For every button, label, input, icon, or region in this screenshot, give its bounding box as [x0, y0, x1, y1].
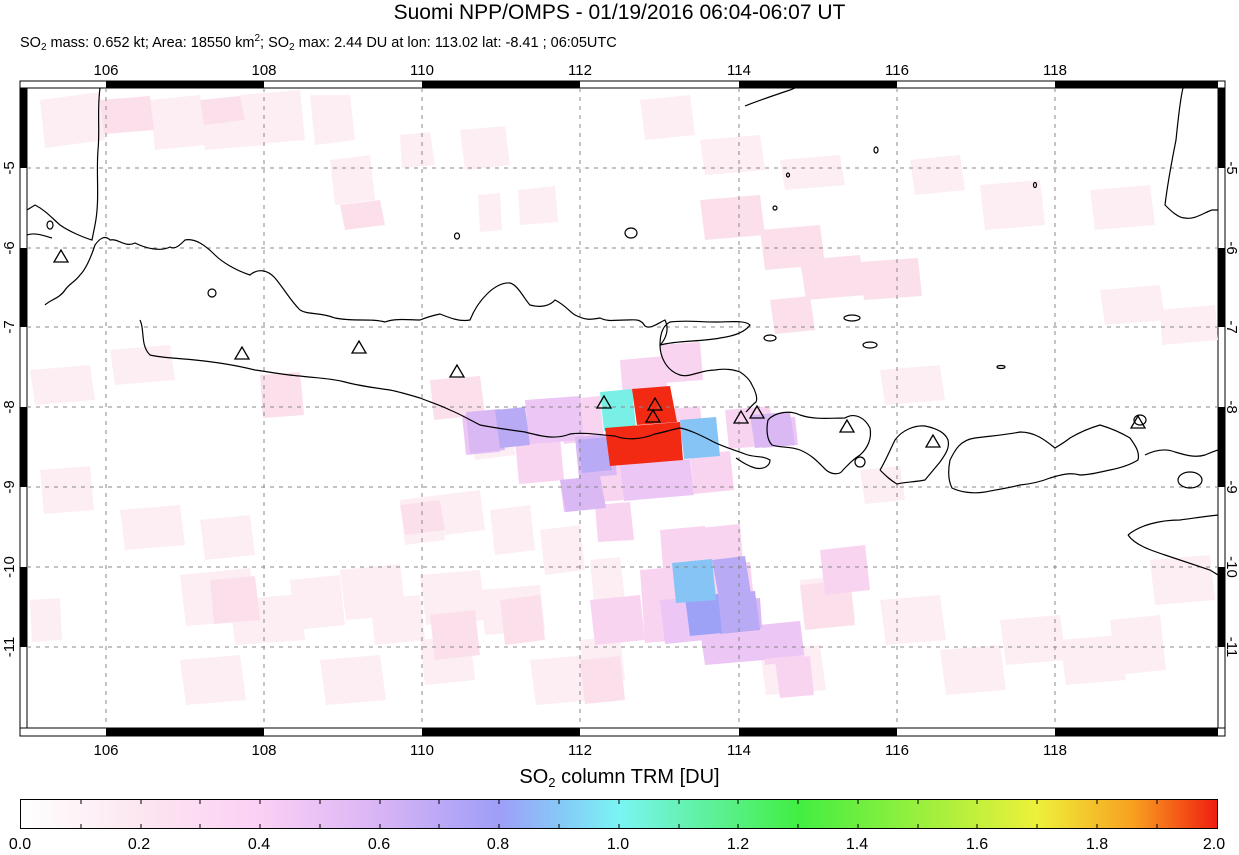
colorbar-tick-label: 0.4 [247, 836, 271, 853]
volcano-icon [350, 339, 368, 354]
volcano-icon [233, 345, 251, 360]
coastlines [27, 88, 1218, 576]
lon-label-bottom: 108 [251, 742, 277, 759]
volcano-icon [646, 396, 664, 411]
colorbar-tick-label: 0.6 [367, 836, 391, 853]
map-subtitle: SO2 mass: 0.652 kt; Area: 18550 km2; SO2… [20, 33, 617, 53]
colorbar-ticks [80, 800, 1158, 828]
colorbar-title-suffix: column TRM [DU] [555, 766, 720, 788]
lon-label-top: 118 [1043, 62, 1067, 79]
lon-label-bottom: 114 [727, 742, 751, 759]
volcano-icon [732, 409, 750, 424]
lon-label-top: 110 [410, 62, 434, 79]
colorbar-tick-label: 2.0 [1202, 836, 1226, 853]
lon-label-bottom: 106 [93, 742, 119, 759]
volcano-icon [748, 404, 766, 419]
so2-max-prefix: ; SO [260, 35, 290, 51]
volcano-icon [924, 433, 942, 448]
area-superscript: 2 [254, 33, 261, 44]
lon-label-bottom: 116 [885, 742, 909, 759]
volcano-icon [595, 394, 613, 409]
colorbar-tick-label: 1.0 [606, 836, 630, 853]
colorbar-tick-label: 1.8 [1085, 836, 1109, 853]
mass-area-text: mass: 0.652 kt; Area: 18550 km [46, 35, 255, 51]
colorbar-title-prefix: SO [519, 766, 549, 788]
so2-max-text: max: 2.44 DU at lon: 113.02 lat: -8.41 ;… [294, 35, 617, 51]
volcano-icon [1129, 414, 1147, 429]
so2-subscript: 2 [40, 42, 47, 53]
lon-label-top: 116 [885, 62, 909, 79]
colorbar [20, 799, 1218, 829]
colorbar-title: SO2 column TRM [DU] [0, 765, 1239, 789]
lon-label-bottom: 118 [1043, 742, 1067, 759]
volcano-markers [52, 248, 1147, 448]
colorbar-title-subscript: 2 [548, 775, 556, 790]
graticule [27, 88, 1218, 728]
lon-label-top: 108 [251, 62, 277, 79]
map-title: Suomi NPP/OMPS - 01/19/2016 06:04-06:07 … [393, 1, 846, 24]
colorbar-tick-label: 0.8 [486, 836, 510, 853]
volcano-icon [448, 363, 466, 378]
colorbar-tick-label: 0.0 [8, 836, 32, 853]
colorbar-tick-label: 1.2 [726, 836, 750, 853]
volcano-icon [838, 418, 856, 433]
so2-map [19, 80, 1226, 737]
colorbar-tick-label: 1.4 [845, 836, 869, 853]
volcano-icon [52, 248, 70, 263]
so2-max-pixels [605, 386, 683, 466]
colorbar-tick-label: 0.2 [127, 836, 151, 853]
lon-label-top: 112 [568, 62, 592, 79]
lon-label-bottom: 110 [410, 742, 434, 759]
lon-label-bottom: 112 [568, 742, 592, 759]
volcano-icon [644, 408, 662, 423]
colorbar-tick-label: 1.6 [965, 836, 989, 853]
so2-label: SO [20, 35, 41, 51]
lon-label-top: 114 [727, 62, 751, 79]
so2-max-subscript: 2 [289, 42, 295, 53]
lon-label-top: 106 [93, 62, 119, 79]
